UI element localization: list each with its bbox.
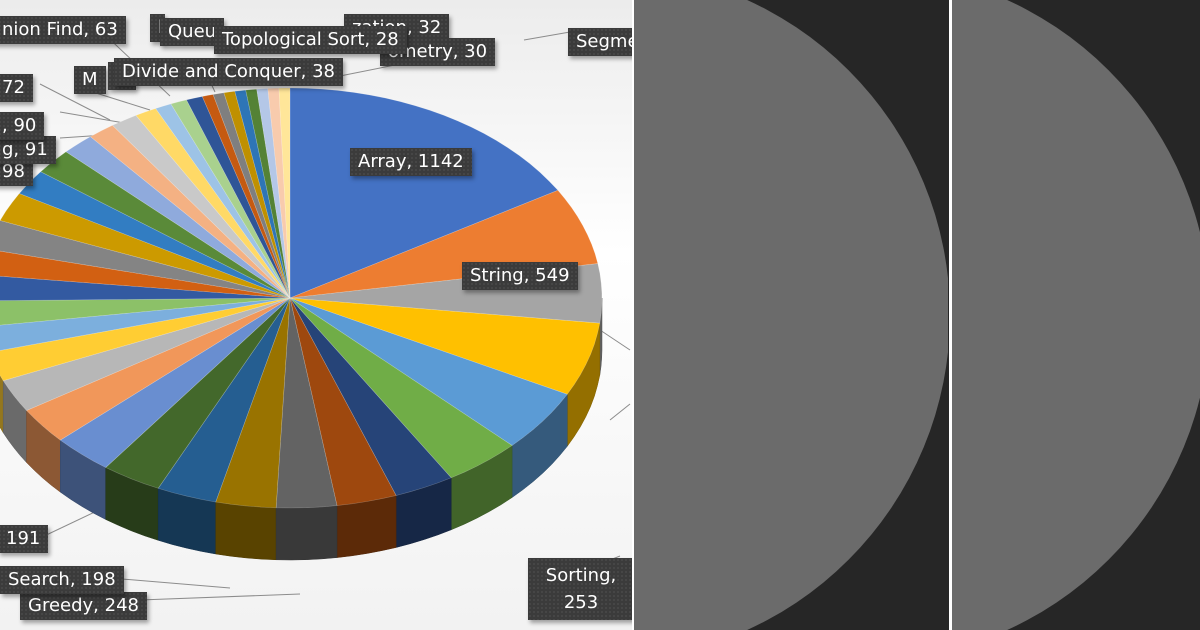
pie-slice-side-11 — [105, 467, 159, 541]
data-label-array: Array, 1142 — [350, 148, 472, 176]
pie-slice-5 — [289, 297, 513, 479]
pie-slice-side-13 — [26, 409, 61, 493]
leader-line-11 — [599, 329, 631, 351]
pie-slices — [0, 87, 603, 561]
pie-slice-29 — [170, 99, 291, 299]
data-label-90: , 90 — [0, 112, 45, 140]
pie-slice-side-15 — [0, 374, 4, 434]
placeholder-circle-shape-3 — [952, 0, 1200, 630]
pie-slice-3 — [289, 297, 601, 395]
data-label-sorting-line2: 253 — [563, 592, 599, 613]
pie-slice-side-8 — [275, 505, 338, 561]
data-label-union-find: nion Find, 63 — [0, 16, 126, 44]
pie-slice-17 — [0, 297, 291, 326]
pie-slice-38 — [278, 87, 291, 299]
placeholder-panel-2 — [634, 0, 948, 630]
leader-line-5 — [523, 31, 571, 41]
pie-slice-4 — [289, 297, 568, 446]
pie-slice-19 — [0, 250, 291, 299]
pie-slice-26 — [111, 115, 291, 299]
pie-slice-27 — [135, 108, 291, 299]
pie-slice-side-9 — [215, 501, 277, 561]
panel-divider-2 — [949, 0, 952, 630]
data-label-segme: Segme — [568, 28, 632, 56]
pie-chart-panel: Array, 1142 String, 549 Sorting, 253 Gre… — [0, 0, 632, 630]
pie-slice-33 — [223, 90, 291, 299]
pie-slice-0 — [289, 87, 559, 299]
data-label-string: String, 549 — [462, 262, 578, 290]
placeholder-circle-2 — [634, 0, 948, 630]
placeholder-panel-3 — [952, 0, 1200, 630]
leader-line-10 — [609, 403, 631, 421]
pie-slice-side-14 — [2, 379, 27, 464]
pie-slice-35 — [245, 88, 291, 299]
data-label-greedy: Greedy, 248 — [20, 592, 147, 620]
data-label-72: 72 — [0, 74, 33, 102]
leader-line-2 — [109, 577, 231, 589]
data-label-search: Search, 198 — [0, 566, 124, 594]
data-label-divide-and-conquer: Divide and Conquer, 38 — [114, 58, 343, 86]
data-label-m: M — [74, 66, 106, 94]
data-label-91: g, 91 — [0, 136, 56, 164]
placeholder-circle-shape-2 — [634, 0, 948, 630]
leader-line-6 — [59, 111, 131, 125]
data-label-sorting-line1: Sorting, — [545, 565, 617, 586]
leader-line-1 — [139, 593, 301, 601]
pie-slice-16 — [0, 297, 291, 351]
data-label-191: 191 — [0, 525, 49, 553]
data-label-sorting: Sorting, 253 — [528, 558, 632, 620]
placeholder-circle-3 — [952, 0, 1200, 630]
data-label-topological-sort: Topological Sort, 28 — [214, 26, 407, 54]
pie-chart — [0, 29, 631, 601]
leader-line-8 — [39, 83, 111, 121]
data-label-queue: Queu — [160, 18, 225, 46]
